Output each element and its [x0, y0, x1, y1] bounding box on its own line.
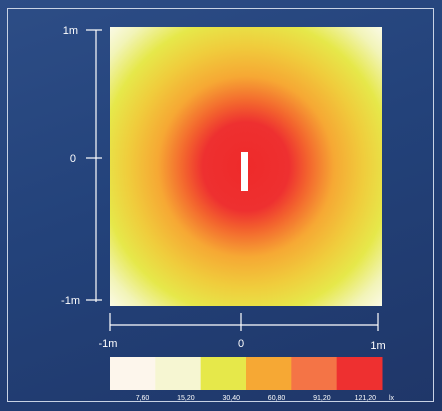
y-tick-label-bottom: -1m: [61, 295, 80, 307]
y-tick-label-mid: 0: [70, 153, 76, 165]
legend-level-label-0: 7,60: [136, 395, 150, 402]
x-tick-label-mid: 0: [238, 338, 244, 350]
legend-swatch-1: [155, 357, 202, 390]
x-tick-label-left: -1m: [99, 338, 118, 350]
legend-level-label-3: 60,80: [268, 395, 286, 402]
chart-frame: [7, 8, 434, 402]
legend-swatch-0: [110, 357, 156, 390]
x-tick-label-right: 1m: [370, 340, 385, 352]
legend-swatch-4: [291, 357, 338, 390]
legend-level-label-1: 15,20: [177, 395, 195, 402]
legend-swatch-5: [336, 357, 383, 390]
legend-swatch-2: [200, 357, 247, 390]
legend-level-label-5: 121,20: [355, 395, 377, 402]
legend-unit: lx: [389, 395, 395, 402]
luminaire-marker: [241, 152, 248, 191]
y-tick-label-top: 1m: [63, 25, 78, 37]
legend-level-label-2: 30,40: [222, 395, 240, 402]
legend-level-label-4: 91,20: [313, 395, 331, 402]
legend-swatch-3: [246, 357, 292, 390]
legend: 7,60 15,20 30,40 60,80 91,20 121,20: [110, 357, 383, 402]
